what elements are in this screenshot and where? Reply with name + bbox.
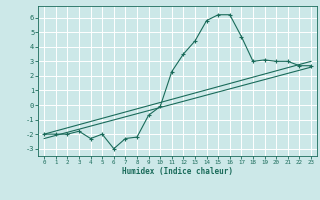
X-axis label: Humidex (Indice chaleur): Humidex (Indice chaleur) xyxy=(122,167,233,176)
